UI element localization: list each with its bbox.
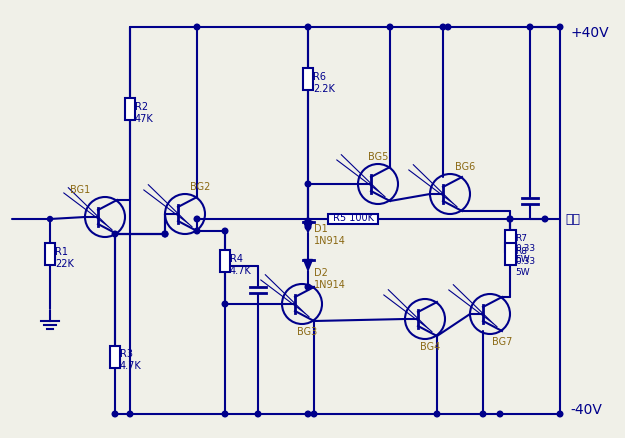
Circle shape	[222, 411, 228, 417]
Bar	[504, 230, 516, 252]
Text: 输出: 输出	[565, 213, 580, 226]
Circle shape	[305, 285, 311, 290]
Circle shape	[388, 25, 392, 31]
Bar	[504, 244, 516, 265]
Text: R4
4.7K: R4 4.7K	[230, 254, 252, 275]
Text: BG6: BG6	[455, 162, 475, 172]
Circle shape	[498, 411, 502, 417]
Circle shape	[305, 219, 311, 224]
Text: -40V: -40V	[570, 402, 602, 416]
Circle shape	[305, 182, 311, 187]
Circle shape	[127, 411, 132, 417]
Text: R5 100K: R5 100K	[333, 212, 374, 223]
Circle shape	[48, 217, 53, 222]
Circle shape	[112, 411, 118, 417]
Text: BG2: BG2	[190, 182, 211, 191]
Circle shape	[311, 411, 317, 417]
Text: R1
22K: R1 22K	[55, 247, 74, 268]
Circle shape	[222, 301, 228, 307]
Circle shape	[508, 217, 512, 223]
Circle shape	[508, 217, 512, 223]
Bar	[110, 346, 120, 367]
Circle shape	[305, 225, 311, 230]
Polygon shape	[304, 222, 312, 233]
Bar	[45, 244, 55, 265]
Bar	[328, 215, 378, 225]
Circle shape	[558, 411, 562, 417]
Circle shape	[480, 411, 486, 417]
Circle shape	[194, 229, 200, 234]
Circle shape	[528, 25, 532, 31]
Text: R6
2.2K: R6 2.2K	[313, 72, 335, 93]
Circle shape	[305, 25, 311, 31]
Text: BG4: BG4	[420, 341, 440, 351]
Circle shape	[112, 232, 118, 237]
Text: BG5: BG5	[368, 152, 388, 162]
Text: BG3: BG3	[297, 326, 318, 336]
Circle shape	[542, 217, 548, 223]
Bar	[125, 99, 135, 121]
Text: R8
0.33
5W: R8 0.33 5W	[515, 247, 535, 276]
Circle shape	[305, 411, 311, 417]
Bar	[220, 251, 230, 272]
Polygon shape	[304, 260, 312, 271]
Text: D1
1N914: D1 1N914	[314, 223, 346, 245]
Text: R3
4.7K: R3 4.7K	[120, 349, 142, 370]
Text: D2
1N914: D2 1N914	[314, 267, 346, 289]
Circle shape	[162, 232, 168, 237]
Circle shape	[194, 25, 200, 31]
Circle shape	[255, 411, 261, 417]
Circle shape	[222, 229, 228, 234]
Text: R2
47K: R2 47K	[135, 102, 154, 124]
Bar	[303, 69, 313, 91]
Circle shape	[194, 217, 200, 223]
Circle shape	[445, 25, 451, 31]
Circle shape	[440, 25, 446, 31]
Text: R7
0.33
5W: R7 0.33 5W	[515, 233, 535, 263]
Text: +40V: +40V	[570, 26, 609, 40]
Text: BG1: BG1	[70, 184, 90, 194]
Text: BG7: BG7	[492, 336, 512, 346]
Circle shape	[434, 411, 440, 417]
Circle shape	[162, 232, 168, 237]
Circle shape	[558, 25, 562, 31]
